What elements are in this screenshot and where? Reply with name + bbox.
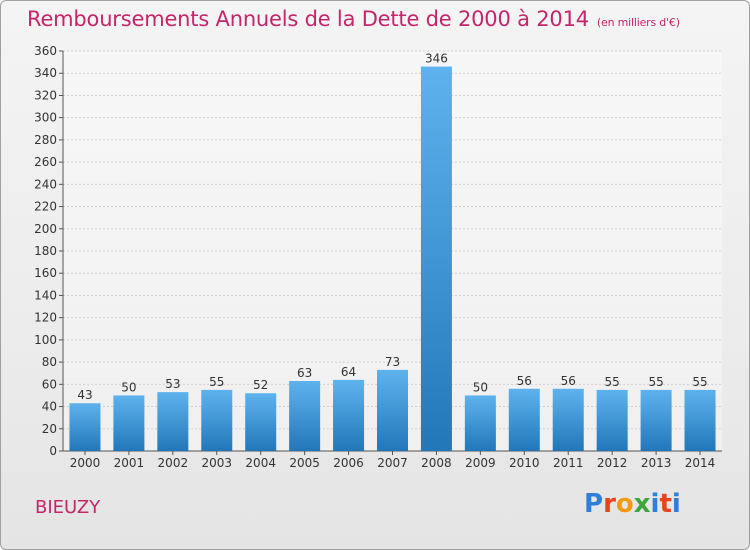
x-tick-label: 2003 <box>201 456 232 470</box>
bar <box>420 66 452 452</box>
bar <box>464 395 496 451</box>
logo-letter: i <box>671 489 681 519</box>
bar-value-label: 73 <box>385 355 400 369</box>
x-tick-label: 2012 <box>597 456 628 470</box>
chart-subtitle: (en milliers d'€) <box>596 16 680 29</box>
bar-value-label: 63 <box>297 366 312 380</box>
y-tick-label: 260 <box>34 155 57 169</box>
y-tick-label: 60 <box>42 377 57 391</box>
bar <box>201 389 233 451</box>
bar-value-label: 53 <box>165 377 180 391</box>
bar-value-label: 55 <box>648 375 663 389</box>
bar <box>113 395 145 451</box>
bar-value-label: 50 <box>473 380 488 394</box>
y-tick-label: 20 <box>42 422 57 436</box>
y-tick-label: 40 <box>42 400 57 414</box>
y-tick-label: 200 <box>34 222 57 236</box>
bar-value-label: 346 <box>425 52 448 66</box>
bar <box>69 403 101 451</box>
y-tick-label: 120 <box>34 311 57 325</box>
logo-letter: o <box>615 489 634 519</box>
x-tick-label: 2001 <box>114 456 145 470</box>
logo-letter: t <box>659 489 672 519</box>
y-tick-label: 140 <box>34 288 57 302</box>
bar <box>377 369 408 451</box>
x-tick-label: 2011 <box>553 456 584 470</box>
bar-value-label: 56 <box>561 374 576 388</box>
chart-title-text: Remboursements Annuels de la Dette de 20… <box>27 7 589 31</box>
chart-title: Remboursements Annuels de la Dette de 20… <box>27 7 680 31</box>
bar <box>640 389 672 451</box>
logo-letter: x <box>633 489 651 519</box>
bar <box>157 392 189 451</box>
x-tick-label: 2013 <box>641 456 672 470</box>
x-tick-label: 2009 <box>465 456 496 470</box>
y-tick-label: 240 <box>34 177 57 191</box>
x-tick-label: 2008 <box>421 456 452 470</box>
y-tick-label: 280 <box>34 133 57 147</box>
bar-value-label: 52 <box>253 378 268 392</box>
logo-letter: i <box>650 489 660 519</box>
x-tick-label: 2005 <box>289 456 320 470</box>
x-tick-label: 2004 <box>245 456 276 470</box>
bar-value-label: 55 <box>605 375 620 389</box>
y-tick-label: 360 <box>34 44 57 58</box>
bar-value-label: 43 <box>77 388 92 402</box>
x-tick-label: 2010 <box>509 456 540 470</box>
town-name: BIEUZY <box>35 497 101 518</box>
proxiti-logo[interactable]: Proxiti <box>584 489 681 519</box>
y-tick-label: 100 <box>34 333 57 347</box>
x-tick-label: 2007 <box>377 456 408 470</box>
y-tick-label: 340 <box>34 66 57 80</box>
bar-value-label: 64 <box>341 365 356 379</box>
x-tick-label: 2000 <box>70 456 101 470</box>
bar <box>552 388 584 451</box>
x-tick-label: 2006 <box>333 456 364 470</box>
bar <box>289 381 321 451</box>
bar <box>333 379 365 451</box>
bar <box>596 389 628 451</box>
bar-value-label: 55 <box>209 375 224 389</box>
x-tick-label: 2002 <box>158 456 189 470</box>
y-tick-label: 180 <box>34 244 57 258</box>
logo-letter: P <box>584 489 604 519</box>
bar <box>245 393 277 451</box>
bar <box>508 388 540 451</box>
y-tick-label: 300 <box>34 111 57 125</box>
bar <box>684 389 716 451</box>
x-tick-label: 2014 <box>685 456 716 470</box>
logo-letter: r <box>603 489 616 519</box>
bar-value-label: 56 <box>517 374 532 388</box>
y-tick-label: 220 <box>34 200 57 214</box>
y-tick-label: 0 <box>49 444 57 458</box>
bar-value-label: 55 <box>692 375 707 389</box>
y-tick-label: 80 <box>42 355 57 369</box>
bar-value-label: 50 <box>121 380 136 394</box>
y-tick-label: 320 <box>34 88 57 102</box>
y-tick-label: 160 <box>34 266 57 280</box>
